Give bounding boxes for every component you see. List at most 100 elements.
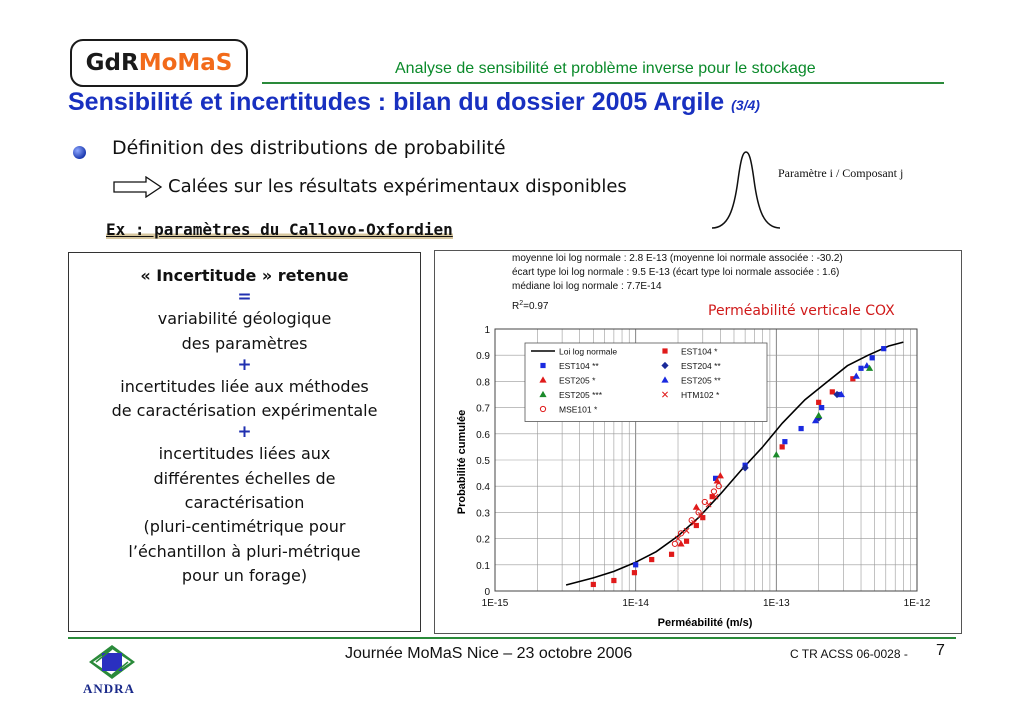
data-point [716,472,724,479]
x-tick-label: 1E-14 [622,598,649,609]
r2-prefix: R [512,301,519,312]
y-tick-label: 1 [484,325,490,336]
slide-title-text: Sensibilité et incertitudes : bilan du d… [68,88,732,116]
uncertainty-line: l’échantillon à pluri-métrique [128,541,361,561]
header-divider [262,82,944,84]
plus-sign: + [237,422,252,443]
annotation-stddev: écart type loi log normale : 9.5 E-13 (é… [512,267,839,278]
data-point [852,372,860,379]
legend-label: EST204 ** [681,361,721,371]
bullet-icon [73,146,86,159]
data-point [712,475,719,481]
y-tick-label: 0.8 [476,377,490,388]
data-point [695,509,702,516]
bell-curve-label: Paramètre i / Composant j [778,166,904,180]
legend-marker [661,361,669,370]
footer-reference: C TR ACSS 06-0028 - [790,647,908,661]
uncertainty-box: « Incertitude » retenue = variabilité gé… [68,252,421,632]
y-tick-label: 0.3 [476,508,490,519]
permeability-chart: moyenne loi log normale : 2.8 E-13 (moye… [456,253,931,629]
data-point [869,355,875,361]
legend-marker [540,362,546,369]
data-point [697,512,704,518]
data-point [865,364,874,371]
data-point [590,581,596,588]
data-point [692,503,700,510]
data-point [691,519,697,526]
bullet-text: Définition des distributions de probabil… [112,137,506,159]
equals-sign: = [237,287,252,308]
page-number: 7 [936,642,945,659]
example-heading: Ex : paramètres du Callovo-Oxfordien [106,220,453,239]
x-axis-label: Perméabilité (m/s) [658,617,753,629]
annotation-mean: moyenne loi log normale : 2.8 E-13 (moye… [512,253,843,264]
data-point [713,477,721,484]
y-tick-label: 0.1 [476,561,490,572]
header-title: Analyse de sensibilité et problème inver… [395,60,816,77]
data-point [709,494,715,500]
bell-curve-icon [711,151,781,229]
data-point [815,411,823,419]
data-point [881,346,887,352]
uncertainty-title: « Incertitude » retenue [140,266,349,285]
legend-label: EST205 *** [559,390,603,400]
data-point [816,399,822,405]
andra-logo-text: ANDRA [83,681,135,696]
legend-label: EST205 * [559,376,596,386]
sub-point-text: Calées sur les résultats expérimentaux d… [168,176,627,197]
uncertainty-line: incertitudes liée aux méthodes [120,376,369,396]
data-point [782,439,788,445]
data-point [683,527,690,534]
uncertainty-line: (pluri-centimétrique pour [143,517,346,537]
r2-superscript: 2 [519,300,523,307]
data-point [675,535,681,542]
legend-marker [662,391,668,398]
data-point [611,577,617,584]
legend-label: EST205 ** [681,376,721,386]
data-point [850,376,856,382]
data-point [649,556,655,563]
legend-marker [539,376,547,383]
andra-logo-icon [89,645,135,679]
data-point [829,389,835,395]
data-point [633,562,639,568]
chart-title: Perméabilité verticale COX [708,303,895,319]
data-point [683,538,690,544]
y-tick-label: 0.2 [476,535,490,546]
legend-marker [539,405,547,413]
data-point [701,498,708,506]
x-tick-label: 1E-12 [904,598,931,609]
uncertainty-line: des paramètres [181,333,308,353]
legend-marker [662,348,668,354]
y-tick-label: 0.5 [476,456,490,467]
arrow-right-icon [113,176,163,198]
footer-event: Journée MoMaS Nice – 23 octobre 2006 [345,645,633,662]
lognormal-curve [565,341,904,586]
annotation-median: médiane loi log normale : 7.7E-14 [512,281,662,292]
uncertainty-line: de caractérisation expérimentale [111,401,378,421]
legend-label: Loi log normale [559,347,617,357]
uncertainty-line: différentes échelles de [153,468,336,488]
y-tick-label: 0.7 [476,404,490,415]
footer-divider [68,637,956,639]
legend-label: EST104 * [681,347,718,357]
uncertainty-line: pour un forage) [181,565,308,585]
x-tick-label: 1E-13 [763,598,790,609]
logo-part-momas: MoMaS [138,50,233,76]
x-tick-label: 1E-15 [482,598,509,609]
data-point [712,493,719,500]
data-point [858,365,864,371]
data-point [779,444,785,450]
logo-part-gdr: GdR [85,50,139,76]
slide-title-page: (3/4) [731,97,760,113]
slide-title: Sensibilité et incertitudes : bilan du d… [68,88,760,117]
y-tick-label: 0.6 [476,430,490,441]
data-point [772,451,780,458]
uncertainty-line: variabilité géologique [157,309,332,329]
chart-legend [524,342,768,422]
data-point [819,405,825,411]
y-tick-label: 0 [484,587,490,598]
data-point [668,551,675,557]
data-point [837,390,845,398]
legend-marker [539,390,547,398]
